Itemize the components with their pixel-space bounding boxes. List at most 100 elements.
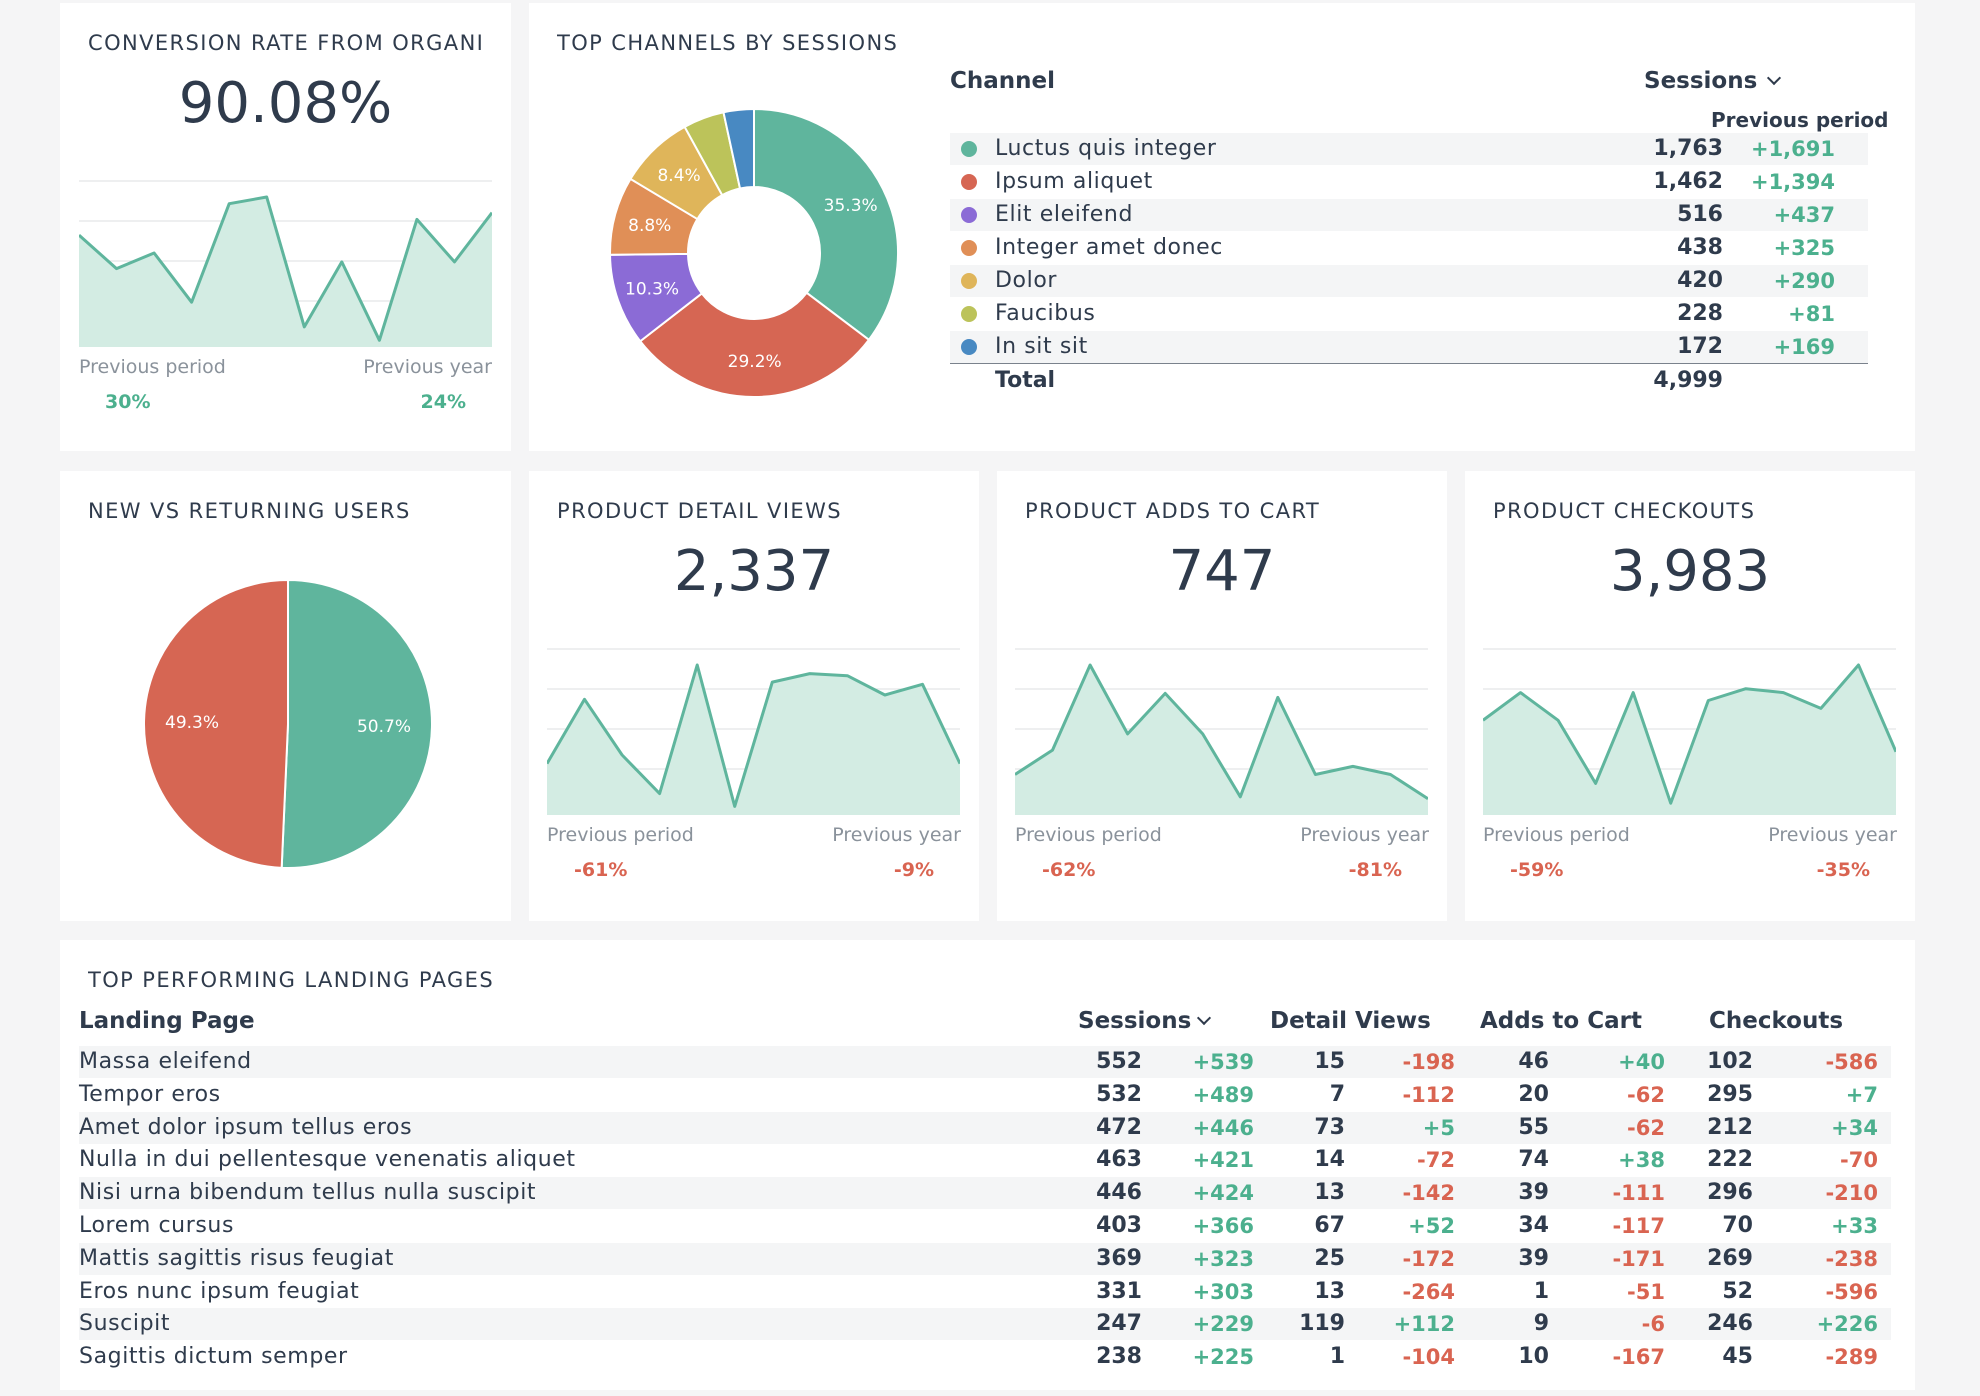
sessions-column-header[interactable]: Sessions — [1644, 68, 1782, 94]
sessions-value: 532 — [1096, 1081, 1142, 1107]
detail-views-value: 119 — [1299, 1311, 1345, 1337]
landing-page-name: Nisi urna bibendum tellus nulla suscipit — [79, 1180, 537, 1206]
detail-views-value: 73 — [1314, 1114, 1345, 1140]
chevron-down-icon — [1767, 70, 1782, 86]
sparkline-area — [79, 197, 492, 347]
sessions-column-header[interactable]: Sessions — [1078, 1008, 1212, 1034]
previous-period-label: Previous period — [547, 824, 694, 846]
landing-page-name: Tempor eros — [79, 1081, 221, 1107]
previous-year-label: Previous year — [363, 356, 492, 378]
landing-row: Lorem cursus 403 +366 67 +52 34 -117 70 +33 — [79, 1210, 1891, 1242]
adds-to-cart-delta: +38 — [1618, 1148, 1665, 1173]
card-title: CONVERSION RATE FROM ORGANI — [88, 31, 485, 55]
previous-year-label: Previous year — [1300, 824, 1429, 846]
legend-dot — [961, 339, 977, 355]
pie-slice — [638, 291, 871, 398]
sessions-delta: +539 — [1192, 1050, 1254, 1074]
checkouts-value: 52 — [1722, 1278, 1753, 1304]
channel-name: Elit eleifend — [995, 202, 1134, 227]
channel-name: Faucibus — [995, 301, 1096, 326]
detail-views-delta: +112 — [1393, 1312, 1455, 1337]
sparkline-chart — [547, 648, 960, 815]
card-title: PRODUCT CHECKOUTS — [1493, 499, 1756, 523]
detail-views-delta: +52 — [1408, 1214, 1455, 1238]
landing-page-name: Nulla in dui pellentesque venenatis aliq… — [79, 1147, 576, 1173]
kpi-value: 747 — [1168, 539, 1276, 604]
detail-views-delta: -264 — [1402, 1279, 1455, 1304]
detail-views-value: 13 — [1314, 1278, 1345, 1304]
landing-page-name: Sagittis dictum semper — [79, 1344, 348, 1370]
channel-sessions: 1,462 — [1653, 169, 1723, 194]
sessions-value: 446 — [1096, 1180, 1142, 1206]
landing-row: Tempor eros 532 +489 7 -112 20 -62 295 +7 — [79, 1079, 1891, 1111]
new-vs-returning-card: NEW VS RETURNING USERS 50.7% 49.3% — [60, 471, 511, 921]
adds-to-cart-value: 46 — [1518, 1049, 1549, 1074]
previous-period-value: -59% — [1510, 859, 1564, 881]
sparkline-area — [1483, 665, 1896, 815]
sparkline-line — [1483, 663, 1896, 805]
channel-sessions-delta: +1,394 — [1750, 170, 1835, 194]
card-title: NEW VS RETURNING USERS — [88, 499, 411, 523]
landing-page-name: Suscipit — [79, 1311, 171, 1337]
channel-sessions: 516 — [1677, 202, 1723, 227]
slice-label: 8.4% — [657, 166, 700, 186]
channel-sessions-delta: +325 — [1773, 236, 1835, 260]
chevron-down-icon — [1197, 1010, 1212, 1026]
top-channels-card: TOP CHANNELS BY SESSIONS 35.3% 29.2% 10.3%… — [529, 3, 1915, 451]
channel-row: Elit eleifend 516 +437 — [950, 199, 1868, 231]
checkouts-value: 222 — [1707, 1147, 1753, 1173]
total-divider — [950, 363, 1868, 364]
channel-row: Faucibus 228 +81 — [950, 298, 1868, 330]
detail-views-value: 14 — [1314, 1147, 1345, 1173]
previous-period-value: -61% — [574, 859, 628, 881]
sparkline-line — [79, 195, 492, 342]
sparkline-area — [547, 665, 960, 815]
checkouts-delta: +7 — [1845, 1082, 1878, 1107]
adds-to-cart-delta: -62 — [1627, 1082, 1665, 1107]
pie-slice — [143, 578, 289, 869]
landing-page-name: Massa eleifend — [79, 1049, 252, 1074]
adds-to-cart-delta: +40 — [1618, 1050, 1665, 1074]
card-title: TOP CHANNELS BY SESSIONS — [557, 31, 899, 55]
landing-page-column-header: Landing Page — [79, 1008, 255, 1034]
sessions-delta: +366 — [1192, 1214, 1254, 1238]
legend-dot — [961, 273, 977, 289]
adds-to-cart-value: 10 — [1518, 1344, 1549, 1370]
checkouts-delta: -238 — [1825, 1246, 1878, 1271]
checkouts-value: 70 — [1722, 1213, 1753, 1238]
pie-slice — [753, 107, 899, 342]
legend-dot — [961, 141, 977, 157]
sessions-delta: +424 — [1192, 1181, 1254, 1206]
landing-row: Nulla in dui pellentesque venenatis aliq… — [79, 1144, 1891, 1176]
checkouts-value: 296 — [1707, 1180, 1753, 1206]
slice-label: 35.3% — [824, 196, 878, 216]
sparkline-line — [1015, 663, 1428, 801]
landing-row: Nisi urna bibendum tellus nulla suscipit… — [79, 1177, 1891, 1210]
previous-period-column-header: Previous period — [1711, 108, 1889, 132]
kpi-value: 90.08% — [178, 71, 393, 136]
adds-to-cart-value: 39 — [1518, 1245, 1549, 1271]
previous-period-label: Previous period — [1483, 824, 1630, 846]
previous-period-label: Previous period — [79, 356, 226, 378]
checkouts-delta: -596 — [1825, 1279, 1878, 1304]
sessions-value: 472 — [1096, 1114, 1142, 1140]
kpi-value: 2,337 — [673, 539, 835, 604]
adds-to-cart-delta: -171 — [1612, 1246, 1665, 1271]
channel-row: Ipsum aliquet 1,462 +1,394 — [950, 166, 1868, 198]
sessions-header-label: Sessions — [1078, 1008, 1192, 1034]
checkouts-value: 269 — [1707, 1245, 1753, 1271]
adds-to-cart-value: 34 — [1518, 1213, 1549, 1238]
sparkline-area — [1015, 665, 1428, 815]
detail-views-value: 7 — [1329, 1081, 1345, 1107]
previous-year-value: -35% — [1816, 859, 1870, 881]
pie-slice — [280, 578, 433, 869]
checkouts-delta: +226 — [1816, 1312, 1878, 1337]
previous-year-value: 24% — [420, 391, 466, 413]
channel-sessions: 228 — [1677, 301, 1723, 326]
sessions-value: 247 — [1096, 1311, 1142, 1337]
slice-label: 8.8% — [628, 216, 671, 236]
total-label: Total — [995, 368, 1056, 393]
channel-name: Luctus quis integer — [995, 136, 1217, 161]
landing-row: Amet dolor ipsum tellus eros 472 +446 73 +5 5… — [79, 1111, 1891, 1144]
channel-sessions-delta: +81 — [1788, 302, 1835, 326]
